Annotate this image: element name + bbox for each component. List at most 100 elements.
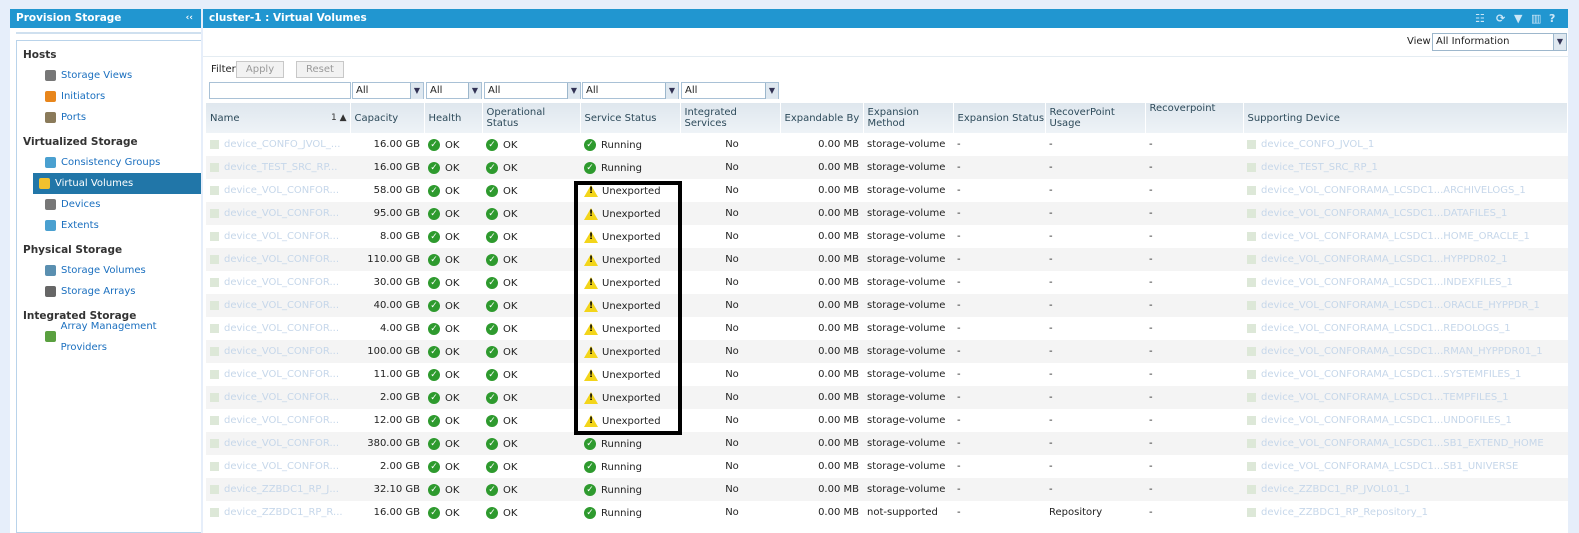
collapse-icon[interactable]: ‹‹ xyxy=(185,13,193,23)
cell-supporting-device[interactable]: device_VOL_CONFORAMA_LCSDC1...SYSTEMFILE… xyxy=(1243,363,1568,386)
name-filter-input[interactable] xyxy=(209,82,351,99)
sort-ascending-icon[interactable]: 1 ▲ xyxy=(330,112,347,123)
cell-supporting-device[interactable]: device_VOL_CONFORAMA_LCSDC1...DATAFILES_… xyxy=(1243,202,1568,225)
cell-name[interactable]: device_VOL_CONFOR... xyxy=(206,317,350,340)
apply-button[interactable]: Apply xyxy=(236,61,284,78)
column-header-capacity[interactable]: Capacity xyxy=(350,103,425,133)
cell-supporting-device[interactable]: device_ZZBDC1_RP_JVOL01_1 xyxy=(1243,478,1568,501)
reset-button[interactable]: Reset xyxy=(296,61,344,78)
table-row[interactable]: device_VOL_CONFOR... 40.00 GB ✓ OK ✓ OK Unexpo… xyxy=(206,294,1568,317)
table-row[interactable]: device_VOL_CONFOR... 2.00 GB ✓ OK ✓ OK ✓ Runnin… xyxy=(206,455,1568,478)
sidebar-item-storage-arrays[interactable]: Storage Arrays xyxy=(17,281,201,302)
filter-icon[interactable]: ▼ xyxy=(1514,12,1523,25)
column-header-name[interactable]: Name 1 ▲ xyxy=(206,103,351,133)
cell-supporting-device[interactable]: device_VOL_CONFORAMA_LCSDC1...TEMPFILES_… xyxy=(1243,386,1568,409)
cell-supporting-device[interactable]: device_VOL_CONFORAMA_LCSDC1...REDOLOGS_1 xyxy=(1243,317,1568,340)
column-header-expansion-status[interactable]: Expansion Status xyxy=(953,103,1046,133)
table-row[interactable]: device_VOL_CONFOR... 8.00 GB ✓ OK ✓ OK Unexpor… xyxy=(206,225,1568,248)
cell-name[interactable]: device_VOL_CONFOR... xyxy=(206,386,350,409)
cell-name[interactable]: device_TEST_SRC_RP... xyxy=(206,156,350,179)
integrated-services-filter-select[interactable]: All ▼ xyxy=(681,82,779,99)
table-row[interactable]: device_VOL_CONFOR... 30.00 GB ✓ OK ✓ OK Unexpo… xyxy=(206,271,1568,294)
sidebar-item-initiators[interactable]: Initiators xyxy=(17,86,201,107)
operational-status-value: OK xyxy=(503,277,518,289)
table-row[interactable]: device_TEST_SRC_RP... 16.00 GB ✓ OK ✓ OK ✓ Runn… xyxy=(206,156,1568,179)
chevron-down-icon[interactable]: ▼ xyxy=(468,83,481,99)
cell-supporting-device[interactable]: device_ZZBDC1_RP_Repository_1 xyxy=(1243,501,1568,524)
sidebar-item-virtual-volumes[interactable]: Virtual Volumes xyxy=(33,173,201,194)
cell-supporting-device[interactable]: device_VOL_CONFORAMA_LCSDC1...HOME_ORACL… xyxy=(1243,225,1568,248)
table-row[interactable]: device_CONFO_JVOL_... 16.00 GB ✓ OK ✓ OK ✓ Runn… xyxy=(206,133,1568,156)
chevron-down-icon[interactable]: ▼ xyxy=(765,83,778,99)
cell-name[interactable]: device_CONFO_JVOL_... xyxy=(206,133,350,156)
column-header-operational-status[interactable]: Operational Status xyxy=(482,103,581,133)
cell-name[interactable]: device_VOL_CONFOR... xyxy=(206,455,350,478)
cell-name[interactable]: device_VOL_CONFOR... xyxy=(206,340,350,363)
sidebar-item-extents[interactable]: Extents xyxy=(17,215,201,236)
cell-supporting-device[interactable]: device_VOL_CONFORAMA_LCSDC1...ARCHIVELOG… xyxy=(1243,179,1568,202)
capacity-filter-select[interactable]: All ▼ xyxy=(352,82,424,99)
sidebar-item-storage-volumes[interactable]: Storage Volumes xyxy=(17,260,201,281)
chevron-down-icon[interactable]: ▼ xyxy=(1553,34,1566,50)
cell-name[interactable]: device_VOL_CONFOR... xyxy=(206,294,350,317)
table-row[interactable]: device_VOL_CONFOR... 11.00 GB ✓ OK ✓ OK Unexpo… xyxy=(206,363,1568,386)
cell-name[interactable]: device_VOL_CONFOR... xyxy=(206,202,350,225)
table-row[interactable]: device_VOL_CONFOR... 2.00 GB ✓ OK ✓ OK Unexpor… xyxy=(206,386,1568,409)
help-icon[interactable]: ? xyxy=(1549,12,1556,25)
column-header-supporting-device[interactable]: Supporting Device xyxy=(1243,103,1568,133)
cell-name[interactable]: device_VOL_CONFOR... xyxy=(206,248,350,271)
chevron-down-icon[interactable]: ▼ xyxy=(567,83,580,99)
cell-name[interactable]: device_VOL_CONFOR... xyxy=(206,271,350,294)
cell-name[interactable]: device_ZZBDC1_RP_R... xyxy=(206,501,350,524)
table-row[interactable]: device_VOL_CONFOR... 95.00 GB ✓ OK ✓ OK Unexpo… xyxy=(206,202,1568,225)
ports-icon xyxy=(45,112,56,123)
table-row[interactable]: device_VOL_CONFOR... 4.00 GB ✓ OK ✓ OK Unexpor… xyxy=(206,317,1568,340)
hierarchy-icon[interactable]: ☷ xyxy=(1475,12,1485,25)
table-row[interactable]: device_VOL_CONFOR... 110.00 GB ✓ OK ✓ OK Unexp… xyxy=(206,248,1568,271)
view-select[interactable]: All Information ▼ xyxy=(1432,33,1567,51)
chevron-down-icon[interactable]: ▼ xyxy=(665,83,678,99)
table-row[interactable]: device_VOL_CONFOR... 380.00 GB ✓ OK ✓ OK ✓ Runn… xyxy=(206,432,1568,455)
column-header-recoverpoint[interactable]: Recoverpoint xyxy=(1145,103,1244,133)
table-row[interactable]: device_VOL_CONFOR... 12.00 GB ✓ OK ✓ OK Unexpo… xyxy=(206,409,1568,432)
cell-name[interactable]: device_ZZBDC1_RP_J... xyxy=(206,478,350,501)
table-row[interactable]: device_ZZBDC1_RP_J... 32.10 GB ✓ OK ✓ OK ✓ Runn… xyxy=(206,478,1568,501)
health-filter-select[interactable]: All ▼ xyxy=(426,82,482,99)
table-row[interactable]: device_VOL_CONFOR... 100.00 GB ✓ OK ✓ OK Unexp… xyxy=(206,340,1568,363)
sidebar-item-devices[interactable]: Devices xyxy=(17,194,201,215)
cell-supporting-device[interactable]: device_VOL_CONFORAMA_LCSDC1...HYPPDR02_1 xyxy=(1243,248,1568,271)
cell-supporting-device[interactable]: device_VOL_CONFORAMA_LCSDC1...SB1_UNIVER… xyxy=(1243,455,1568,478)
cell-name[interactable]: device_VOL_CONFOR... xyxy=(206,409,350,432)
refresh-icon[interactable]: ⟳ xyxy=(1496,12,1506,25)
cell-supporting-device[interactable]: device_TEST_SRC_RP_1 xyxy=(1243,156,1568,179)
column-header-recoverpoint-usage[interactable]: RecoverPoint Usage xyxy=(1045,103,1146,133)
name-value: device_CONFO_JVOL_... xyxy=(224,139,341,150)
column-header-health[interactable]: Health xyxy=(424,103,483,133)
table-row[interactable]: device_VOL_CONFOR... 58.00 GB ✓ OK ✓ OK Unexpo… xyxy=(206,179,1568,202)
expandable-by-value: 0.00 MB xyxy=(818,346,859,357)
chevron-down-icon[interactable]: ▼ xyxy=(410,83,423,99)
column-header-service-status[interactable]: Service Status xyxy=(580,103,681,133)
cell-name[interactable]: device_VOL_CONFOR... xyxy=(206,363,350,386)
sidebar-item-array-management-providers[interactable]: Array Management Providers xyxy=(17,321,201,353)
sidebar-item-ports[interactable]: Ports xyxy=(17,107,201,128)
cell-name[interactable]: device_VOL_CONFOR... xyxy=(206,179,350,202)
service-status-filter-select[interactable]: All ▼ xyxy=(582,82,679,99)
sidebar-item-consistency-groups[interactable]: Consistency Groups xyxy=(17,152,201,173)
cell-name[interactable]: device_VOL_CONFOR... xyxy=(206,225,350,248)
operational-status-filter-select[interactable]: All ▼ xyxy=(484,82,581,99)
cell-supporting-device[interactable]: device_CONFO_JVOL_1 xyxy=(1243,133,1568,156)
cell-expansion-status: - xyxy=(953,317,1045,340)
cell-supporting-device[interactable]: device_VOL_CONFORAMA_LCSDC1...RMAN_HYPPD… xyxy=(1243,340,1568,363)
cell-supporting-device[interactable]: device_VOL_CONFORAMA_LCSDC1...ORACLE_HYP… xyxy=(1243,294,1568,317)
column-header-expansion-method[interactable]: Expansion Method xyxy=(863,103,954,133)
columns-icon[interactable]: ▥ xyxy=(1531,12,1542,25)
sidebar-item-storage-views[interactable]: Storage Views xyxy=(17,65,201,86)
column-header-expandable-by[interactable]: Expandable By xyxy=(780,103,864,133)
cell-supporting-device[interactable]: device_VOL_CONFORAMA_LCSDC1...UNDOFILES_… xyxy=(1243,409,1568,432)
cell-name[interactable]: device_VOL_CONFOR... xyxy=(206,432,350,455)
cell-supporting-device[interactable]: device_VOL_CONFORAMA_LCSDC1...INDEXFILES… xyxy=(1243,271,1568,294)
table-row[interactable]: device_ZZBDC1_RP_R... 16.00 GB ✓ OK ✓ OK ✓ Runn… xyxy=(206,501,1568,524)
column-header-integrated-services[interactable]: Integrated Services xyxy=(680,103,781,133)
cell-supporting-device[interactable]: device_VOL_CONFORAMA_LCSDC1...SB1_EXTEND… xyxy=(1243,432,1568,455)
